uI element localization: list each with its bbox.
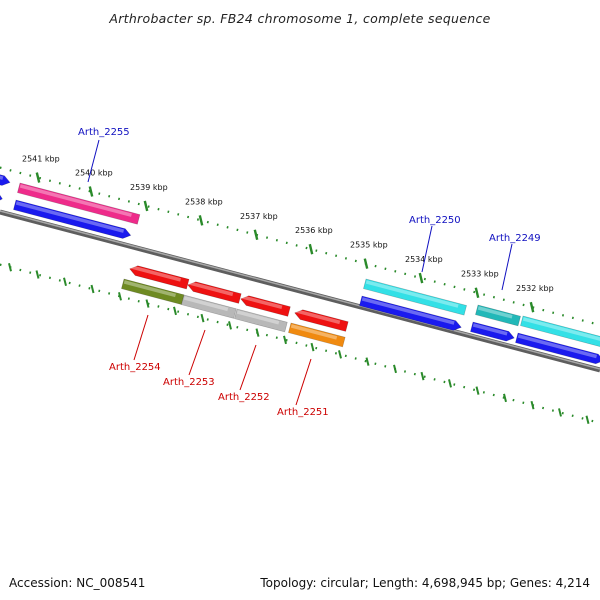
kbp-tick-label: 2539 kbp [130,183,168,192]
forward-gene-label: Arth_2250 [409,215,461,226]
kbp-tick [418,272,424,284]
kbp-tick [88,186,94,197]
kbp-tick-label: 2537 kbp [240,212,278,221]
gene-arth-2251 [288,322,346,348]
minor-tick [118,292,122,301]
minor-tick [558,408,562,417]
minor-tick [255,328,260,337]
gene-red-2 [187,281,242,304]
gene-arth-2254 [121,278,185,305]
reverse-leader-line [295,358,312,406]
cds-arth-2249 [470,321,515,342]
minor-tick [475,386,480,395]
reverse-gene-label: Arth_2254 [109,362,161,373]
forward-gene-label: Arth_2255 [78,127,130,138]
gene-arth-2255 [17,182,141,225]
map-title: Arthrobacter sp. FB24 chromosome 1, comp… [109,11,491,26]
minor-tick [310,342,315,352]
minor-tick [200,313,205,323]
gene-features [0,171,600,365]
gene-arth-2249 [475,304,521,327]
gene-labels: Arth_2255Arth_2250Arth_2249Arth_2254Arth… [78,127,541,418]
kbp-tick-label: 2534 kbp [405,255,443,264]
gene-red-1 [129,265,190,290]
kbp-tick-label: 2532 kbp [516,284,554,293]
kbp-tick [198,215,204,226]
kbp-tick [474,287,480,299]
minor-tick [585,415,590,424]
kbp-tick [308,243,314,255]
kbp-tick-label: 2533 kbp [461,270,499,279]
minor-tick [228,321,232,330]
minor-tick [283,335,287,345]
minor-tick [420,371,425,381]
reverse-leader-line [239,344,257,391]
reverse-gene-label: Arth_2251 [277,407,329,418]
minor-tick [145,299,150,308]
forward-leader-line [501,243,513,291]
minor-tick [35,270,40,279]
gene-red-3 [240,295,291,317]
kbp-tick [35,172,41,183]
minor-tick [90,284,95,294]
backbone-track [0,209,600,373]
forward-leader-line [421,225,433,273]
kbp-tick-label: 2540 kbp [75,168,113,177]
minor-tick [448,379,452,388]
cds-edge [0,190,3,203]
gene-cyan-edge [520,315,600,349]
gene-arth-2252 [234,308,288,333]
minor-tick [173,306,177,316]
minor-tick [338,350,342,359]
kbp-ticks: 2541 kbp 2540 kbp 2539 kbp 2538 kbp 2537 kbp… [22,155,554,313]
accession-text: Accession: NC_008541 [9,576,146,590]
minor-tick [393,364,397,374]
minor-tick [63,277,67,287]
minor-tick [8,263,12,272]
reverse-leader-line [133,314,149,361]
kbp-tick [529,301,535,313]
gene-red-4 [294,309,349,332]
kbp-tick [143,200,149,212]
scale-dotted-lines [0,166,600,425]
cds-arth-2255 [13,199,132,239]
gene-arth-2253 [181,294,237,319]
reverse-gene-label: Arth_2252 [218,392,270,403]
kbp-tick-label: 2536 kbp [295,226,333,235]
minor-tick [503,393,507,403]
kbp-tick [253,229,259,241]
label-leader-lines [87,139,513,406]
kbp-tick-label: 2538 kbp [185,197,223,206]
reverse-leader-line [188,329,206,376]
forward-leader-line [87,139,100,183]
reverse-gene-label: Arth_2253 [163,377,215,388]
genome-summary-text: Topology: circular; Length: 4,698,945 bp… [260,576,590,590]
forward-gene-label: Arth_2249 [489,233,541,244]
kbp-tick-label: 2541 kbp [22,155,60,164]
gene-cds-edge [0,171,11,186]
kbp-tick-label: 2535 kbp [350,241,388,250]
dotted-scale-line [0,263,600,425]
cds-arth-2250 [359,295,462,331]
gene-arth-2250 [363,278,467,316]
kbp-tick [363,258,369,269]
minor-tick [530,400,535,410]
minor-tick [365,357,370,366]
